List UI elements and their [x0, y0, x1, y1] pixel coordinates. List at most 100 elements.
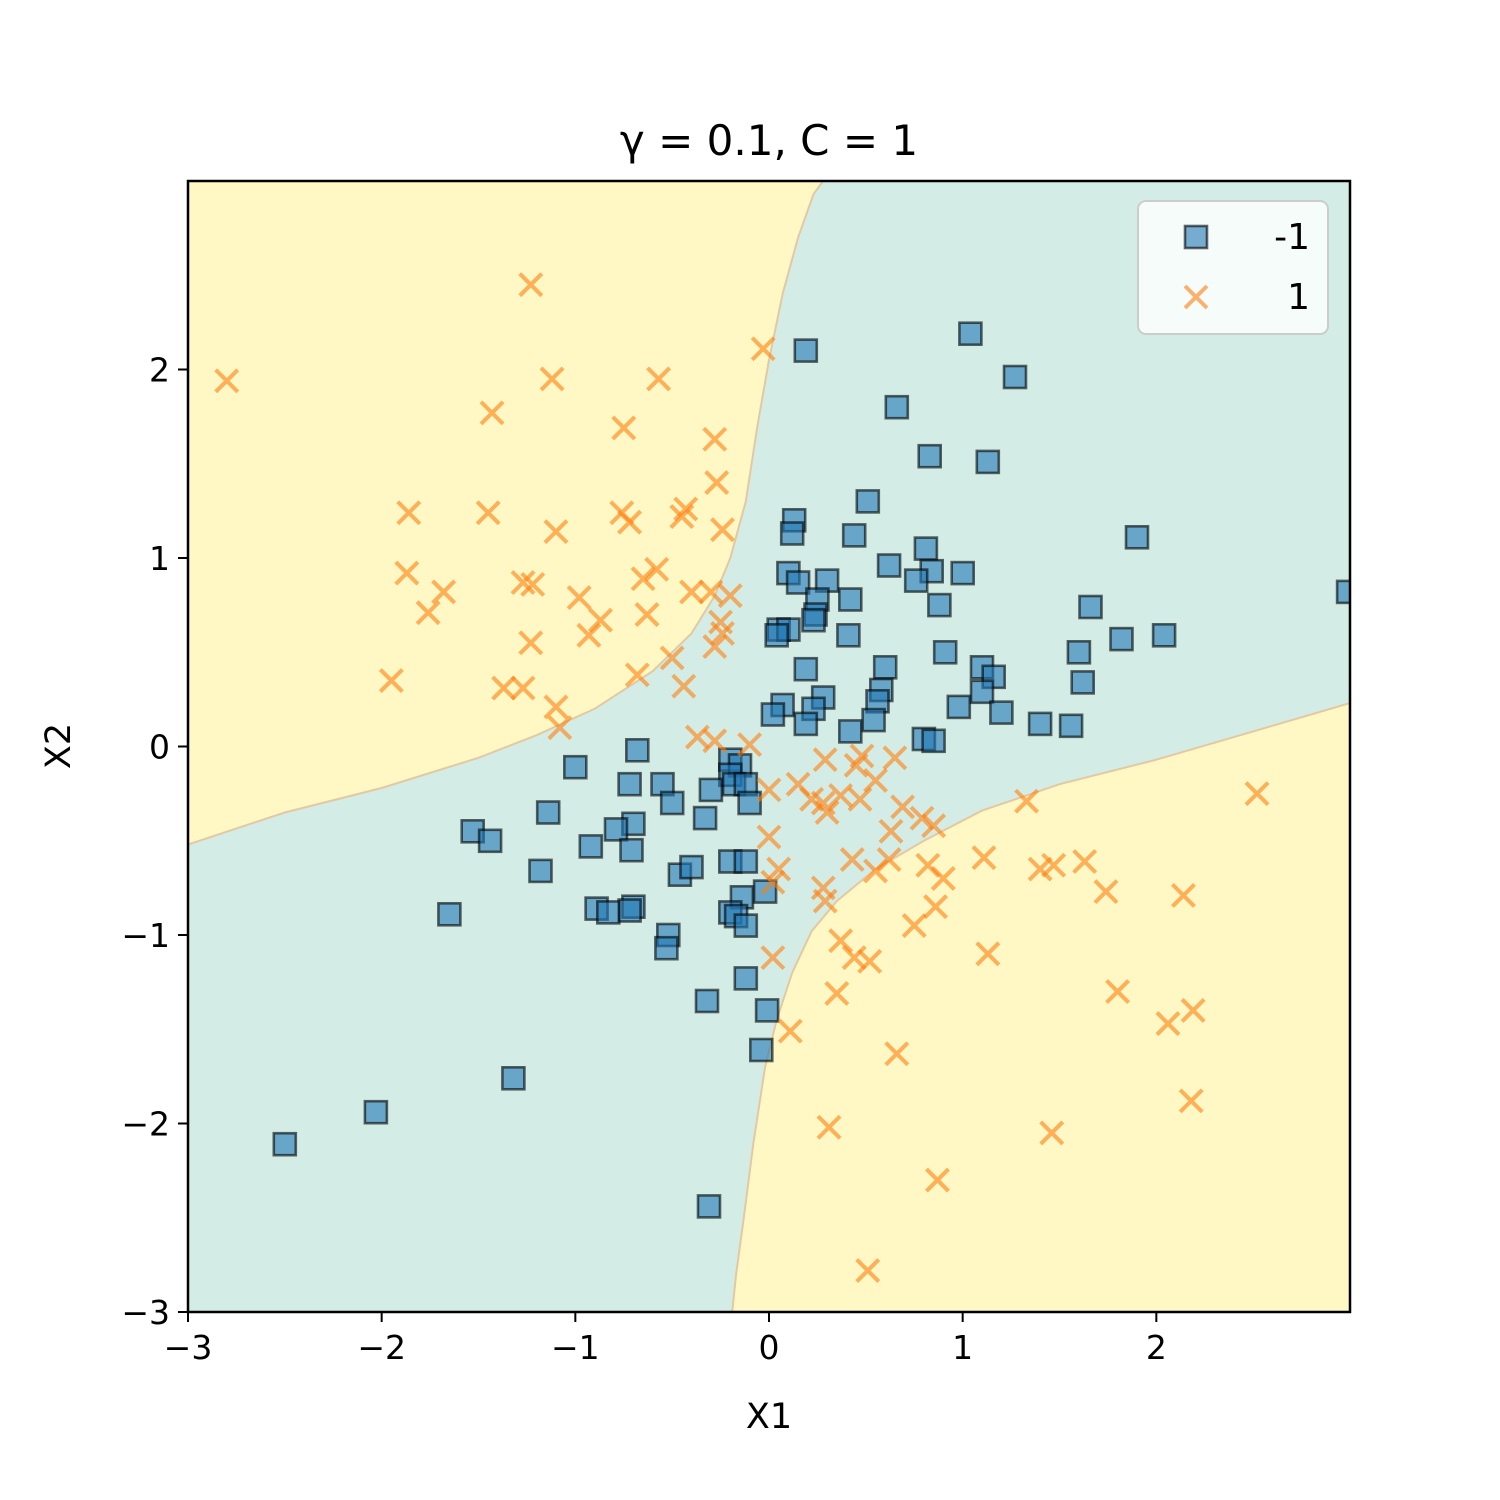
point-class-pos1: [857, 948, 883, 974]
decision-region-bottom-right: [731, 702, 1350, 1312]
point-class-pos1: [671, 673, 697, 699]
point-class-neg1: [855, 489, 881, 514]
point-class-pos1: [611, 415, 637, 441]
point-class-neg1: [861, 707, 886, 733]
chart-title: γ = 0.1, C = 1: [620, 116, 918, 165]
point-class-pos1: [971, 845, 997, 871]
point-class-neg1: [1027, 711, 1053, 737]
point-class-neg1: [975, 449, 1001, 475]
series-neg1: [272, 321, 1350, 1219]
point-class-neg1: [793, 711, 819, 737]
point-class-neg1: [779, 521, 805, 546]
point-class-neg1: [659, 790, 685, 816]
point-class-neg1: [836, 622, 861, 648]
point-class-pos1: [890, 794, 916, 820]
point-class-neg1: [872, 654, 898, 680]
point-class-neg1: [1124, 524, 1150, 550]
point-class-pos1: [510, 570, 536, 595]
point-class-neg1: [1058, 713, 1084, 739]
y-tick-label: −2: [121, 1105, 170, 1144]
point-class-pos1: [702, 426, 728, 452]
point-class-pos1: [828, 783, 854, 808]
point-class-pos1: [702, 634, 728, 660]
point-class-pos1: [882, 745, 908, 771]
point-class-neg1: [528, 858, 553, 884]
point-class-neg1: [654, 935, 679, 961]
point-class-pos1: [1178, 1088, 1204, 1114]
series-pos1: [214, 272, 1270, 1283]
point-class-pos1: [884, 1041, 910, 1067]
point-class-neg1: [913, 536, 939, 561]
point-class-pos1: [518, 272, 544, 298]
point-class-pos1: [394, 560, 420, 586]
point-class-pos1: [214, 368, 240, 394]
point-class-pos1: [1171, 883, 1196, 908]
y-axis-label: X2: [39, 723, 79, 769]
decision-region-top-left: [188, 181, 825, 846]
x-tick-label: 1: [952, 1328, 973, 1367]
point-class-neg1: [1002, 364, 1028, 390]
point-class-pos1: [475, 500, 501, 526]
point-class-neg1: [917, 443, 943, 469]
point-class-pos1: [847, 786, 873, 812]
point-class-neg1: [501, 1066, 526, 1091]
point-class-neg1: [535, 800, 561, 825]
point-class-pos1: [1072, 849, 1098, 874]
point-class-neg1: [927, 592, 952, 618]
point-class-neg1: [837, 719, 863, 744]
y-tick-label: 1: [149, 539, 170, 578]
point-class-pos1: [624, 662, 650, 688]
point-class-pos1: [630, 566, 656, 592]
point-class-neg1: [921, 728, 946, 754]
point-class-neg1: [801, 607, 826, 633]
point-class-pos1: [921, 813, 947, 839]
point-class-neg1: [1078, 594, 1103, 620]
x-tick-label: 2: [1146, 1328, 1167, 1367]
point-class-neg1: [748, 1037, 774, 1063]
point-class-pos1: [679, 579, 704, 605]
point-class-pos1: [431, 579, 457, 605]
point-class-neg1: [932, 639, 958, 665]
point-class-pos1: [750, 336, 776, 362]
point-class-neg1: [884, 394, 910, 420]
y-tick-label: 2: [149, 351, 170, 390]
point-class-neg1: [1109, 626, 1134, 652]
point-class-pos1: [566, 585, 592, 610]
point-class-neg1: [733, 849, 759, 874]
point-class-pos1: [1244, 781, 1270, 807]
point-class-pos1: [828, 928, 854, 954]
point-class-pos1: [909, 805, 935, 831]
point-class-pos1: [543, 694, 569, 720]
point-class-pos1: [816, 1114, 842, 1140]
y-tick-label: −3: [121, 1293, 170, 1332]
point-class-pos1: [855, 1258, 881, 1283]
point-class-neg1: [793, 338, 819, 363]
point-class-neg1: [595, 900, 621, 925]
point-class-pos1: [1039, 1120, 1065, 1146]
x-tick-label: 0: [759, 1328, 780, 1367]
point-class-neg1: [837, 587, 863, 612]
point-class-neg1: [733, 913, 759, 938]
point-class-neg1: [437, 901, 462, 927]
point-class-pos1: [704, 470, 730, 496]
x-tick-label: −3: [164, 1328, 213, 1367]
point-class-neg1: [737, 790, 762, 816]
point-class-pos1: [777, 1018, 803, 1044]
point-class-neg1: [272, 1131, 298, 1157]
point-class-neg1: [989, 700, 1014, 725]
point-class-pos1: [1041, 852, 1067, 878]
point-class-neg1: [760, 702, 786, 727]
point-class-pos1: [824, 981, 850, 1006]
point-class-neg1: [733, 966, 759, 991]
point-class-pos1: [760, 869, 786, 895]
point-class-pos1: [925, 1167, 950, 1193]
point-class-pos1: [415, 600, 441, 626]
legend-marker-neg1: [1183, 224, 1209, 250]
y-axis-ticks: −3 −2 −1 0 1 2: [121, 351, 188, 1332]
point-class-neg1: [903, 568, 929, 593]
point-class-pos1: [547, 715, 573, 741]
point-class-pos1: [737, 732, 763, 758]
point-class-pos1: [644, 556, 670, 582]
point-class-neg1: [1151, 622, 1177, 648]
